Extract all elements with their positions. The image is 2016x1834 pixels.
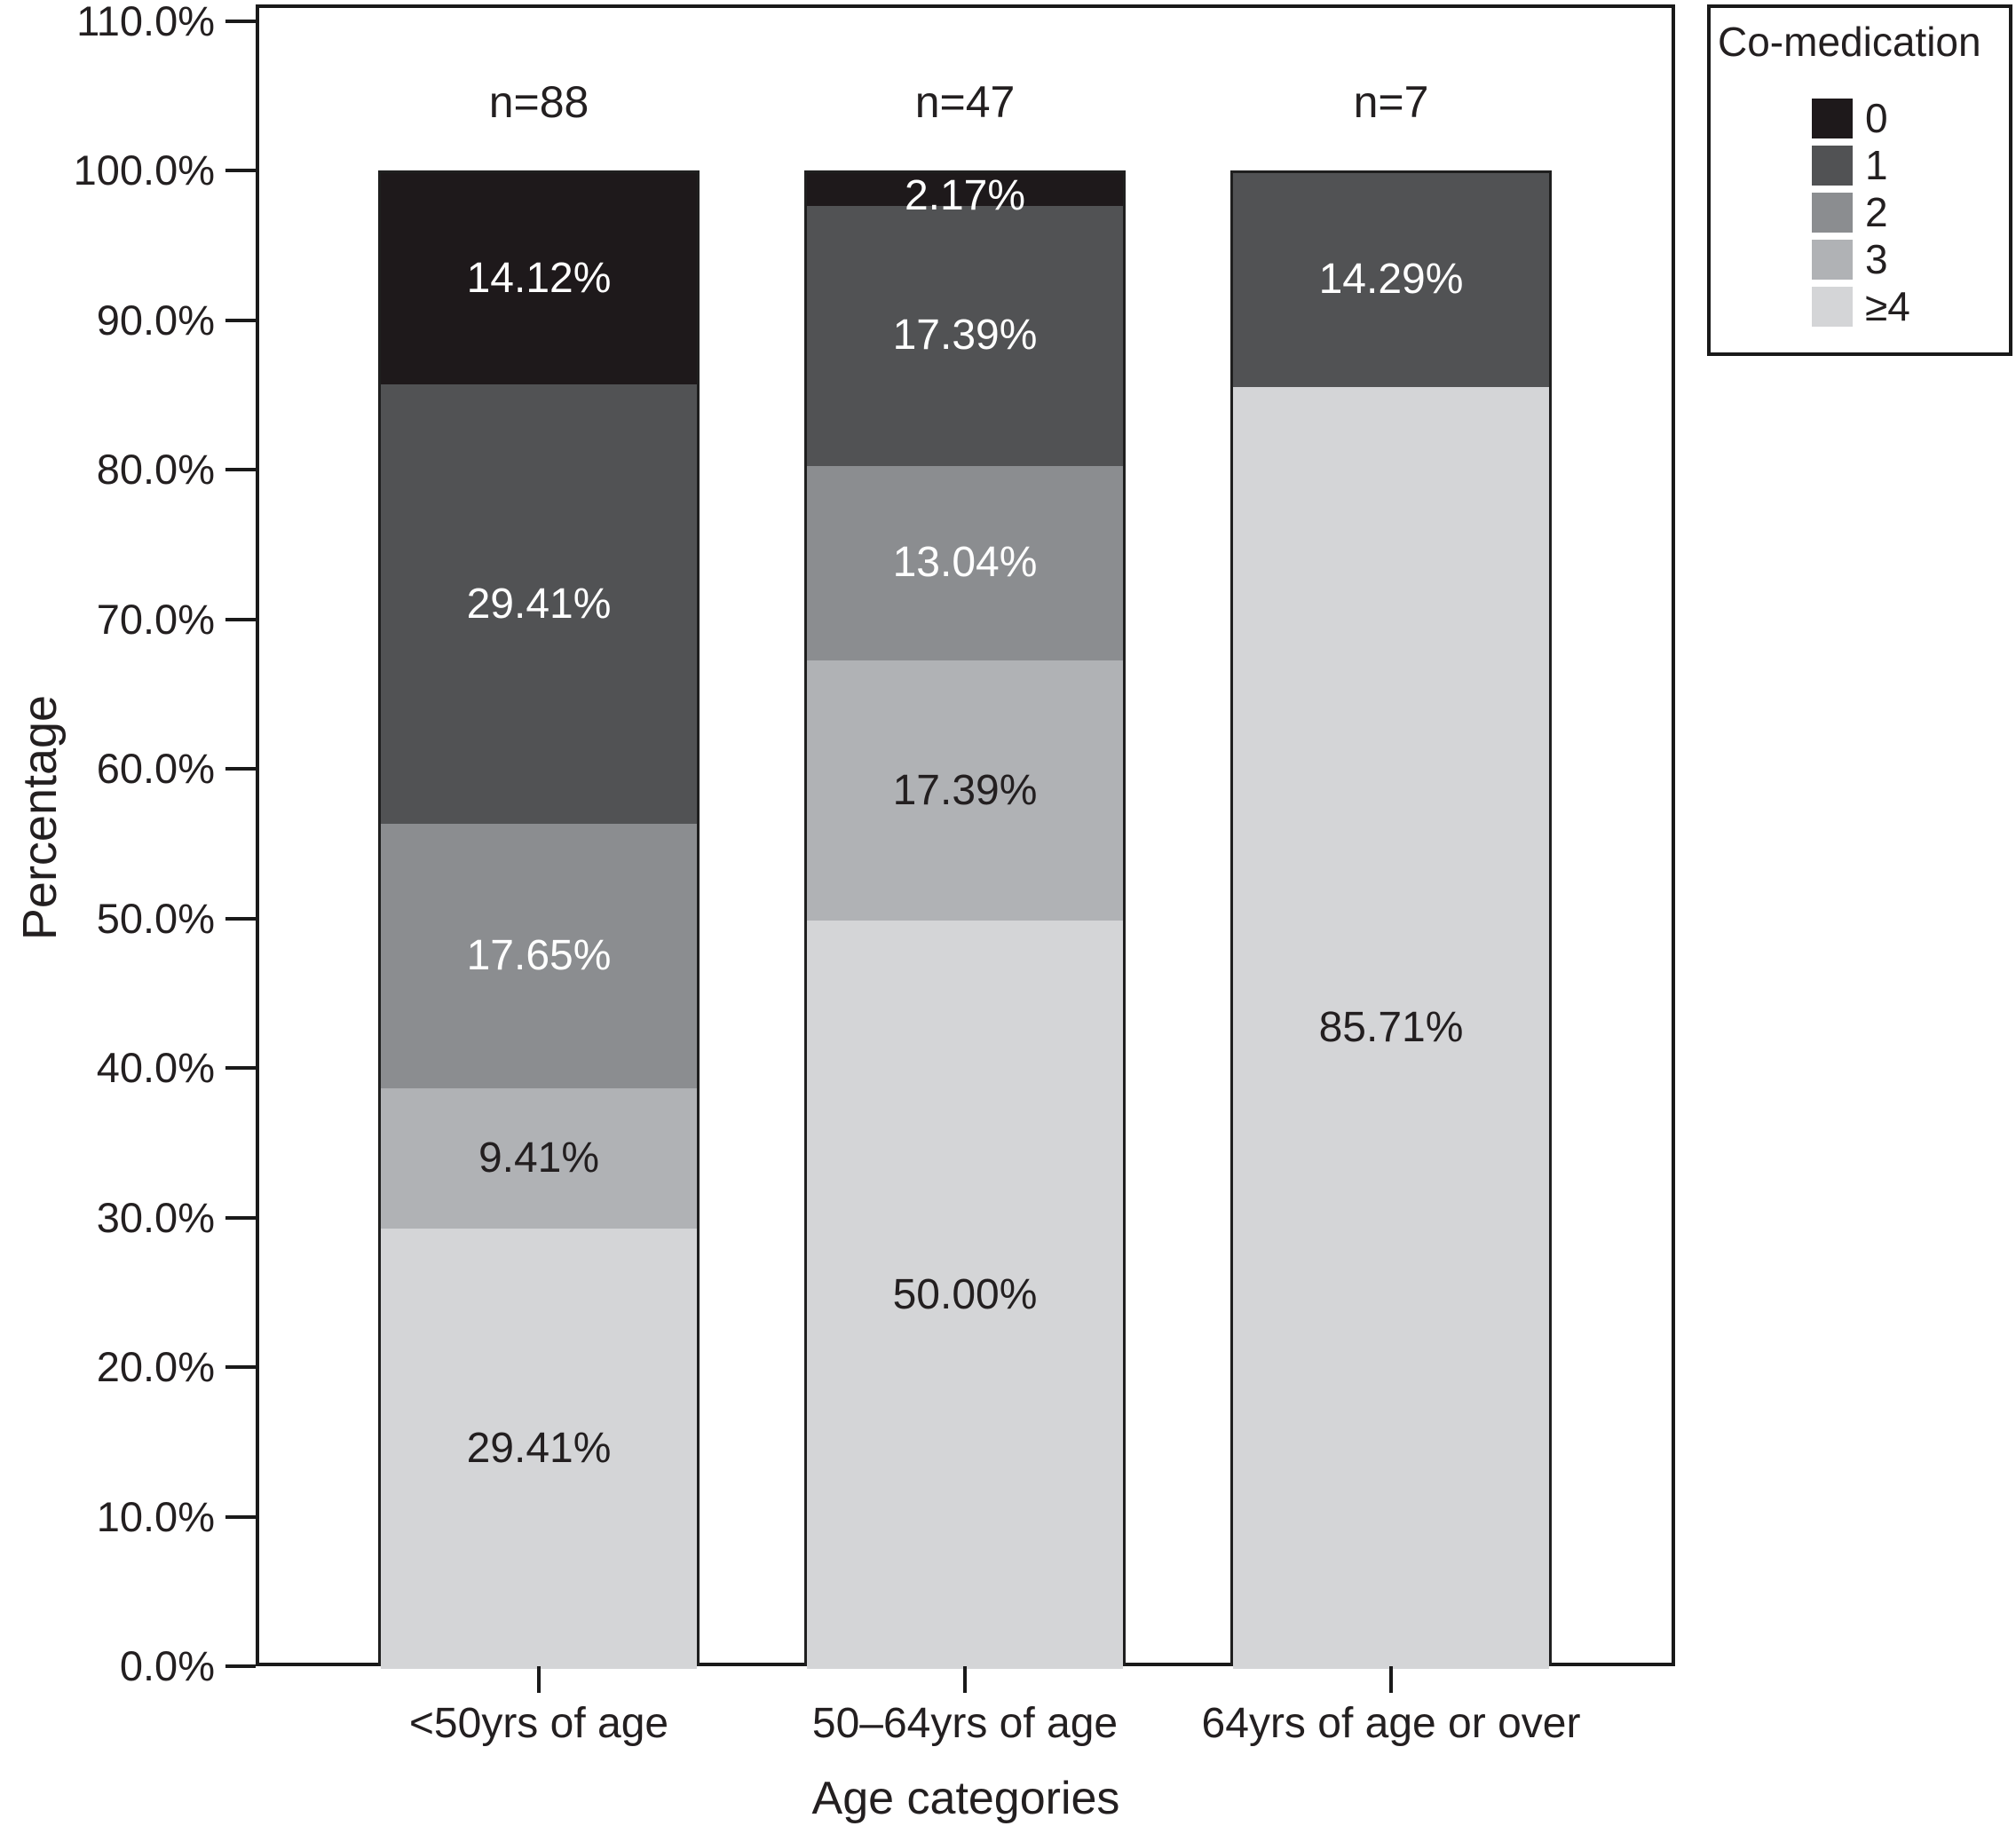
y-tick-label: 20.0% — [96, 1343, 215, 1390]
bar-segment-label: 9.41% — [478, 1134, 600, 1182]
y-tick — [225, 916, 256, 921]
bar-segment-label: 17.65% — [466, 932, 612, 980]
legend-entry-label: ≥4 — [1865, 283, 1910, 329]
y-tick — [225, 1365, 256, 1369]
y-tick-label: 40.0% — [96, 1044, 215, 1091]
bar-segment: 17.65% — [381, 824, 697, 1088]
y-tick — [225, 468, 256, 471]
legend-entry-label: 0 — [1865, 95, 1888, 141]
y-tick — [225, 1215, 256, 1220]
bar-segment-label: 14.29% — [1318, 256, 1464, 304]
x-category-label: <50yrs of age — [408, 1700, 669, 1747]
bar-count-label: n=88 — [488, 77, 589, 127]
legend-swatch — [1812, 193, 1853, 233]
bar-segment-label: 50.00% — [892, 1270, 1038, 1318]
y-tick — [225, 1066, 256, 1070]
legend-entry-label: 2 — [1865, 189, 1888, 235]
bar-segment: 17.39% — [807, 660, 1123, 921]
legend-entry: 2 — [1812, 189, 2009, 236]
bar-segment-label: 29.41% — [466, 580, 612, 628]
legend-entry-label: 1 — [1865, 142, 1888, 188]
x-tick — [1389, 1666, 1393, 1693]
bar-segment: 14.29% — [1233, 173, 1549, 387]
y-tick-label: 90.0% — [96, 296, 215, 344]
stacked-bar: 2.17% 17.39% 13.04% 17.39% 50.00% — [804, 170, 1126, 1669]
legend-entry: ≥4 — [1812, 283, 2009, 330]
bar-segment: 2.17% — [807, 173, 1123, 219]
bar-segment: 50.00% — [807, 921, 1123, 1669]
legend-swatch — [1812, 146, 1853, 186]
y-tick — [225, 1514, 256, 1519]
y-tick — [225, 1664, 256, 1668]
bar-count-label: n=47 — [914, 77, 1016, 127]
bar-segment: 9.41% — [381, 1087, 697, 1229]
stacked-bar: 14.29% 85.71% — [1230, 170, 1552, 1669]
y-tick-label: 0.0% — [119, 1642, 215, 1689]
bar-count-label: n=7 — [1353, 77, 1429, 127]
bar-segment: 29.41% — [381, 383, 697, 825]
x-category-label: 50–64yrs of age — [811, 1700, 1119, 1747]
x-axis-title: Age categories — [811, 1773, 1120, 1824]
legend-swatch — [1812, 240, 1853, 280]
legend-entry-label: 3 — [1865, 236, 1888, 282]
y-tick — [225, 19, 256, 23]
bar-segment-label: 17.39% — [892, 312, 1038, 360]
stacked-bar: 14.12% 29.41% 17.65% 9.41% 29.41% — [378, 170, 700, 1669]
bar-segment-label: 85.71% — [1318, 1003, 1464, 1051]
x-category-label: 64yrs of age or over — [1201, 1700, 1581, 1747]
bar-segment: 13.04% — [807, 465, 1123, 661]
y-tick-label: 30.0% — [96, 1193, 215, 1241]
y-tick-label: 80.0% — [96, 446, 215, 493]
bar-segment-label: 14.12% — [466, 254, 612, 302]
bar-segment-label: 13.04% — [892, 539, 1038, 587]
legend-entry: 0 — [1812, 95, 2009, 142]
y-tick — [225, 318, 256, 322]
bar-segment: 85.71% — [1233, 386, 1549, 1669]
y-tick — [225, 617, 256, 621]
legend-entry: 1 — [1812, 142, 2009, 189]
bar-segment: 14.12% — [381, 173, 697, 384]
legend: Co-medication 0 1 2 3 ≥4 — [1707, 4, 2012, 356]
bar-segment: 29.41% — [381, 1229, 697, 1669]
legend-swatch — [1812, 99, 1853, 138]
y-tick-label: 110.0% — [76, 0, 215, 44]
legend-entry: 3 — [1812, 236, 2009, 283]
x-tick — [537, 1666, 541, 1693]
y-tick-label: 100.0% — [73, 146, 215, 194]
y-tick-label: 10.0% — [96, 1492, 215, 1540]
legend-rows: 0 1 2 3 ≥4 — [1812, 95, 2009, 330]
bar-segment-label: 29.41% — [466, 1425, 612, 1473]
y-tick-label: 50.0% — [96, 894, 215, 942]
y-tick-label: 60.0% — [96, 745, 215, 792]
x-tick — [963, 1666, 967, 1693]
bar-segment-label: 2.17% — [904, 172, 1026, 219]
bar-segment: 17.39% — [807, 205, 1123, 466]
y-tick — [225, 767, 256, 771]
legend-title: Co-medication — [1718, 19, 1981, 65]
legend-swatch — [1812, 287, 1853, 327]
y-tick — [225, 169, 256, 172]
bar-segment-label: 17.39% — [892, 766, 1038, 814]
y-tick-label: 70.0% — [96, 595, 215, 643]
